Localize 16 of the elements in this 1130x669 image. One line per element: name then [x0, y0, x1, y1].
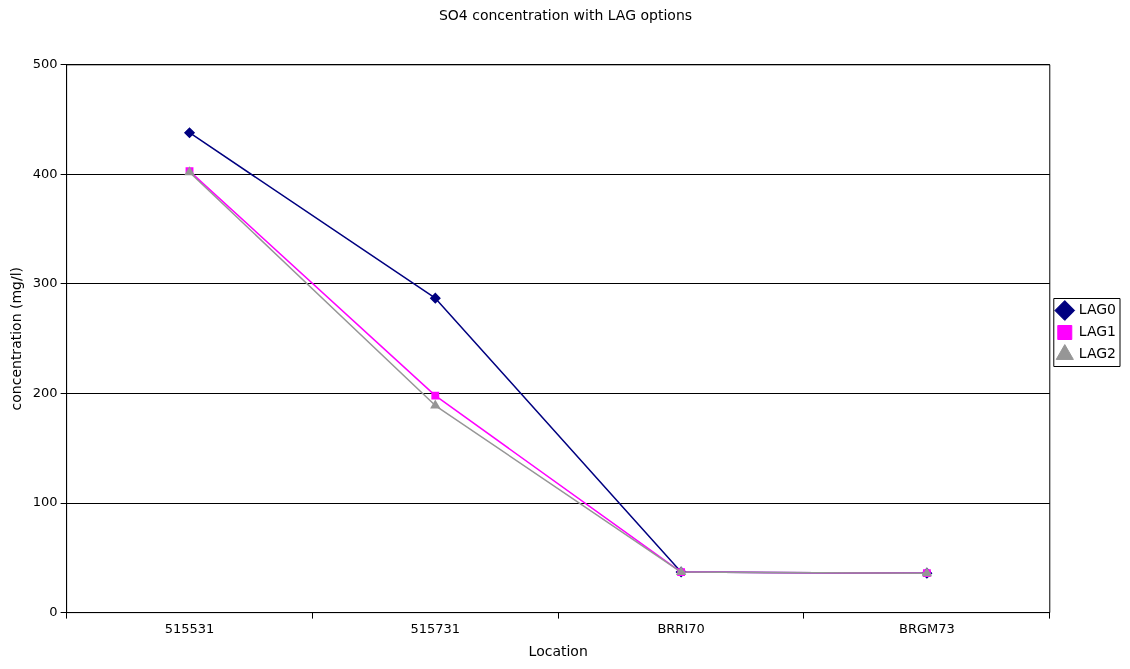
y-tick-label: 500: [32, 56, 58, 72]
legend-label: LAG2: [1078, 345, 1117, 362]
x-tick-label: 515531: [164, 620, 215, 636]
x-axis-title: Location: [528, 643, 588, 660]
y-axis-title: concentration (mg/l): [8, 266, 25, 411]
y-tick-label: 100: [32, 494, 58, 510]
x-tick-label: BRGM73: [899, 620, 955, 636]
x-tick-label: 515731: [410, 620, 461, 636]
legend-label: LAG1: [1078, 323, 1117, 340]
y-tick-label: 400: [32, 165, 58, 181]
y-tick-label: 300: [32, 275, 58, 291]
legend-label: LAG0: [1078, 301, 1117, 318]
y-tick-label: 200: [32, 384, 58, 400]
x-tick-label: BRRI70: [657, 620, 705, 636]
chart-title: SO4 concentration with LAG options: [438, 7, 693, 24]
y-tick-label: 0: [49, 603, 58, 619]
